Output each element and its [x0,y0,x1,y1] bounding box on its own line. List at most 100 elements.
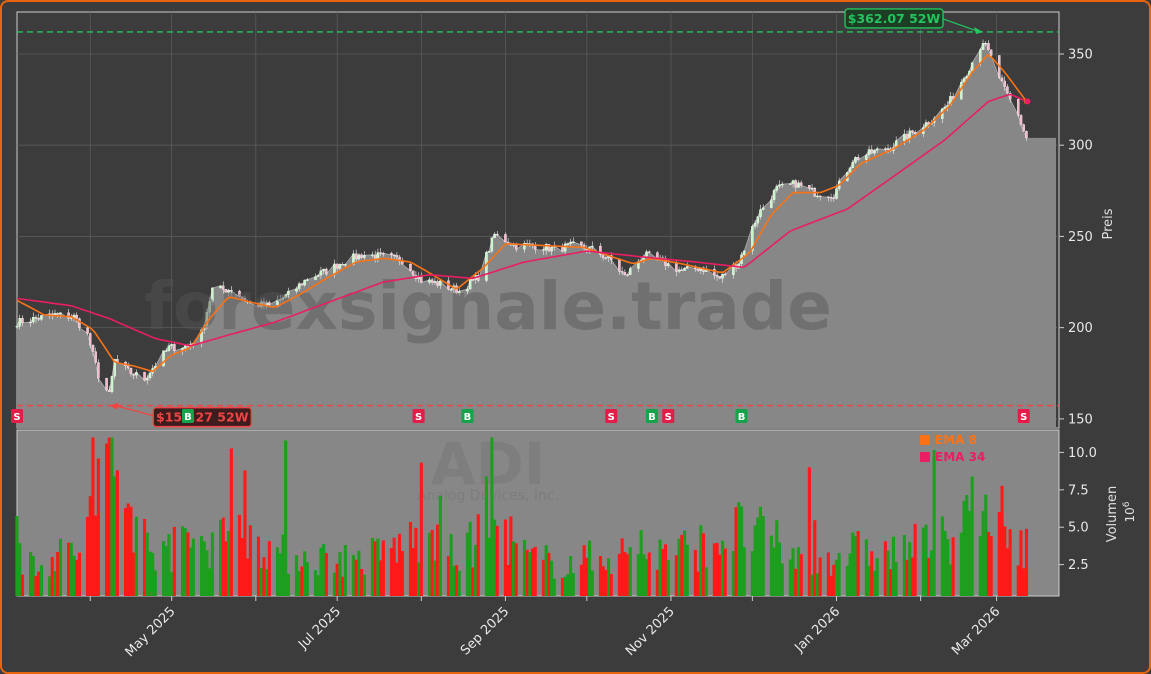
candle-body [205,312,209,326]
volume-bar [162,541,166,596]
candle-body [401,261,404,265]
candle-body [59,312,62,315]
candle-body [183,345,187,349]
candle-body [78,318,81,328]
volume-bar [978,535,982,596]
volume-bar [1016,565,1020,596]
volume-bar [699,525,703,596]
candle-body [303,279,306,286]
candle-body [344,264,347,266]
volume-bar [267,541,271,596]
volume-bar [294,555,299,596]
volume-bar [829,575,833,596]
candle-body [439,280,442,286]
price-y-tick-label: 250 [1068,230,1093,245]
candle-body [970,62,974,72]
candle-body [411,270,415,276]
volume-bar [626,554,630,596]
volume-bar [360,569,364,596]
volume-bar [324,553,328,596]
volume-bar [913,523,917,596]
candle-body [409,264,412,271]
candle-body [75,314,78,319]
legend-swatch-ema-34 [920,452,930,462]
volume-bar [471,567,475,596]
volume-bar [883,541,887,596]
candle-body [487,250,491,253]
volume-bar [107,437,111,596]
candle-body [875,148,879,151]
candle-body [854,157,857,163]
volume-bar [400,551,404,596]
candle-body [18,318,21,327]
volume-bar [189,547,193,596]
volume-bar [58,538,63,596]
volume-bar [191,538,195,596]
candle-body [105,378,108,391]
candle-body [835,188,838,199]
volume-bar [851,532,855,596]
signal-box [735,409,748,423]
volume-bar [756,517,760,596]
volume-bar [740,506,744,596]
watermark: forexsignale.trade [144,268,832,345]
volume-bar [474,544,478,596]
candle-body [21,318,24,324]
volume-bar [322,543,326,596]
price-y-tick-label: 350 [1068,47,1093,62]
volume-bar [411,547,415,596]
x-tick-label: Mar 2026 [949,604,1003,658]
volume-bar [113,476,117,596]
volume-bar [316,575,320,596]
volume-bar [408,522,413,596]
volume-bar [769,535,773,596]
volume-bar [598,556,603,596]
candle-body [911,130,914,133]
volume-bar [780,563,784,596]
volume-bar [867,565,871,596]
volume-bar [237,514,242,596]
candle-body [89,333,92,346]
volume-bar [509,516,513,596]
volume-bar [645,559,649,596]
candle-body [903,133,906,141]
volume-bar [870,551,874,596]
volume-bar [604,569,608,596]
legend-label-ema-34: EMA 34 [935,450,985,464]
candle-body [1006,86,1009,94]
candle-body [219,285,222,289]
volume-bar [723,548,727,596]
candle-body [170,344,173,346]
volume-bar [929,550,934,596]
volume-bar [379,560,383,596]
volume-bar [544,545,548,596]
volume-bar [240,538,244,596]
high-52w-label-box [844,8,944,29]
volume-bar [15,516,19,596]
volume-bar [53,571,57,596]
volume-bar [389,548,394,596]
volume-bar [335,563,339,596]
volume-bar [115,470,119,596]
candle-body [604,257,608,259]
candle-body [496,233,499,236]
candle-body [56,313,59,315]
price-axis-label: Preis [1101,208,1116,239]
volume-bar [921,527,925,596]
candle-body [645,251,648,257]
candle-body [322,268,325,271]
buy-signal: B [461,409,474,423]
volume-bar [609,574,613,596]
volume-bar [989,536,993,596]
volume-bar [685,544,689,596]
volume-bar [704,567,708,596]
volume-bar [1019,530,1023,596]
candle-body [221,285,225,290]
volume-bar [815,573,820,596]
candle-body [306,279,309,281]
candle-body [1003,80,1006,87]
volume-bar [427,532,432,596]
high-52w-label: $362.07 52W [848,11,941,26]
volume-bar [775,520,779,596]
volume-bar [86,516,90,596]
